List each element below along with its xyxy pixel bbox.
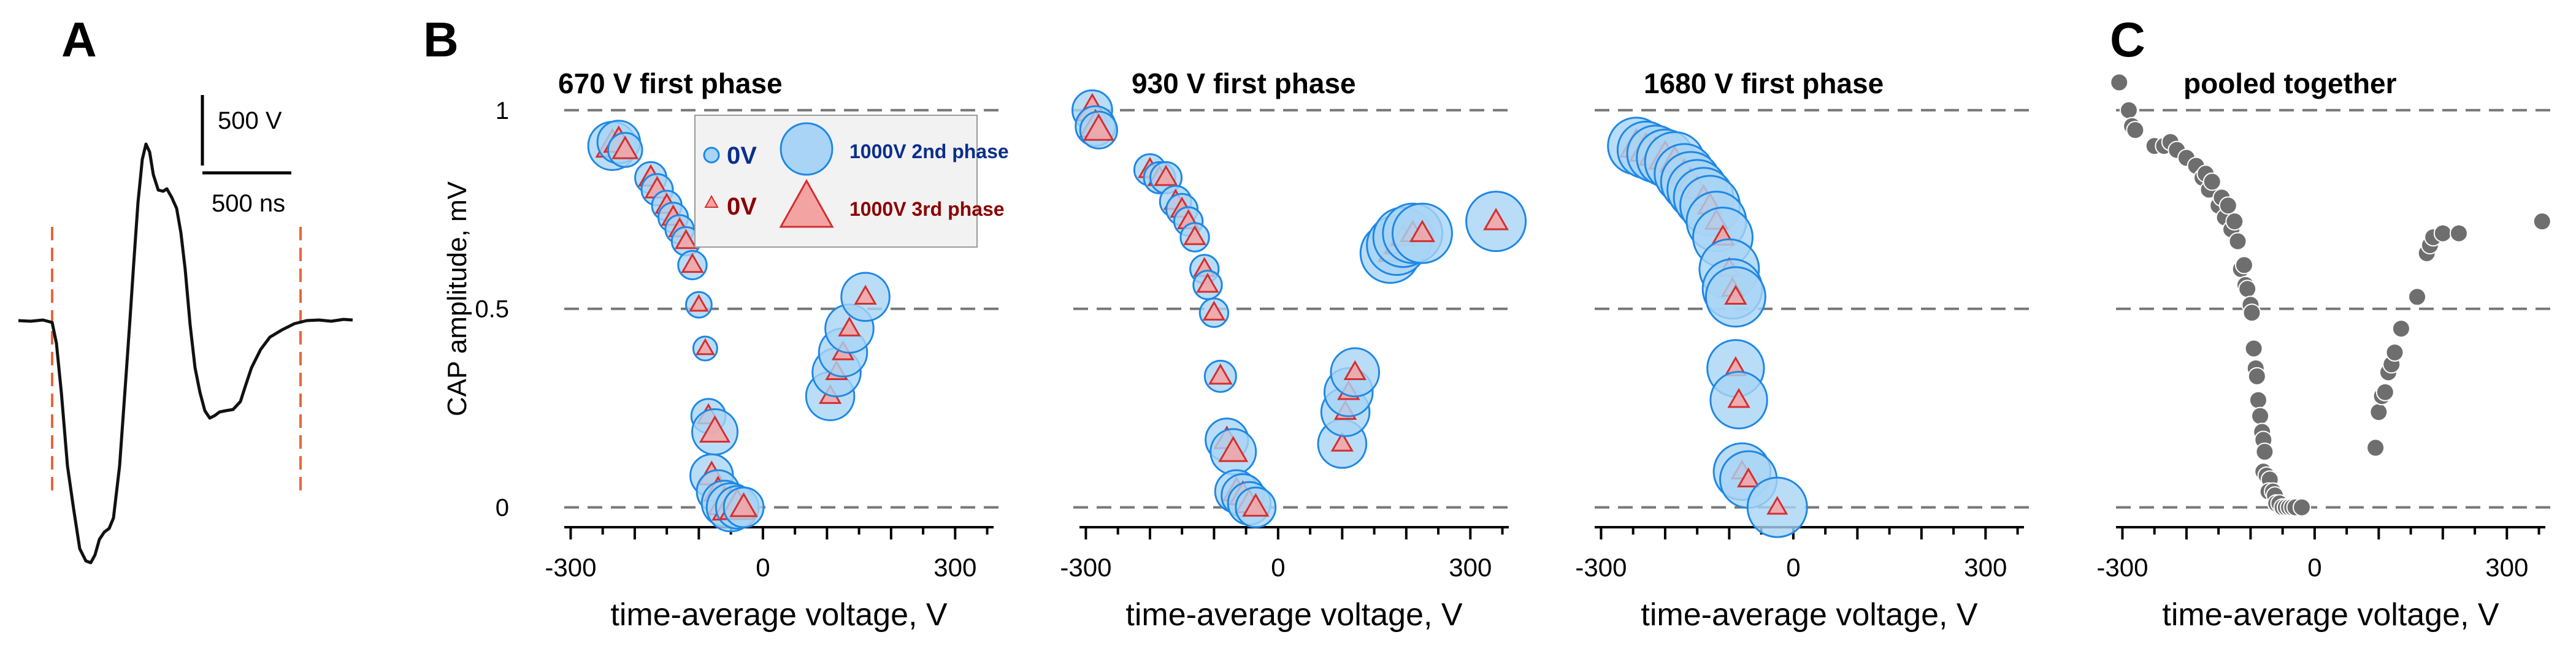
- x-tick-label: 0: [1271, 553, 1285, 582]
- data-point: [2218, 196, 2237, 215]
- data-point: [2238, 280, 2257, 299]
- chart-title: 670 V first phase: [558, 67, 783, 99]
- data-point-triangle: [1724, 284, 1747, 305]
- data-point: [2375, 383, 2394, 402]
- data-point-triangle: [1766, 495, 1788, 515]
- data-point: [2228, 232, 2247, 251]
- data-point-triangle: [838, 316, 861, 337]
- data-point-triangle: [1737, 467, 1760, 487]
- panel-label-b: B: [423, 12, 459, 67]
- legend-label-0v-circle: 0V: [727, 142, 757, 169]
- x-tick-label: -300: [2096, 553, 2148, 582]
- scale-label-time: 500 ns: [212, 190, 285, 217]
- y-tick-label: 0.5: [475, 296, 509, 323]
- data-point: [2248, 390, 2267, 409]
- data-point: [2110, 73, 2129, 92]
- panel-label-a: A: [61, 12, 97, 67]
- x-tick-label: 300: [2485, 553, 2528, 582]
- data-point-triangle: [695, 338, 715, 356]
- x-axis-label: time-average voltage, V: [1125, 597, 1462, 633]
- data-point-triangle: [1483, 207, 1509, 230]
- data-point: [2247, 367, 2266, 386]
- panel-a: 500 V 500 ns: [18, 95, 353, 565]
- data-point: [2369, 403, 2388, 422]
- x-tick-label: -300: [545, 553, 596, 582]
- chart-panel-1: 670 V first phase 0 0.5 1 CAP amplitude, mV -…: [442, 67, 1000, 633]
- data-point: [2119, 101, 2138, 120]
- x-tick-label: -300: [1575, 553, 1627, 582]
- data-point: [2126, 121, 2145, 140]
- data-point: [2255, 442, 2274, 461]
- x-tick-label: 0: [2307, 553, 2321, 582]
- data-point-triangle: [1196, 273, 1219, 293]
- legend-marker-circle-small: [703, 147, 720, 164]
- data-point-triangle: [699, 415, 731, 443]
- data-point: [2225, 212, 2244, 231]
- x-tick-label: -300: [1060, 553, 1111, 582]
- data-point-triangle: [689, 294, 709, 312]
- y-tick-label: 1: [496, 97, 509, 124]
- data-point-triangle: [1183, 225, 1206, 245]
- data-point: [2532, 212, 2551, 231]
- data-point: [2391, 319, 2410, 338]
- legend-marker-triangle-small: [704, 194, 719, 208]
- panel-label-c: C: [2110, 12, 2145, 67]
- y-axis-label: CAP amplitude, mV: [442, 181, 472, 416]
- data-point: [2433, 224, 2452, 243]
- data-point: [2366, 438, 2385, 457]
- data-point-triangle: [1218, 436, 1249, 462]
- x-tick-label: 0: [756, 553, 770, 582]
- legend-label-0v-triangle: 0V: [727, 193, 757, 220]
- data-point-triangle: [729, 492, 758, 517]
- y-tick-label: 0: [496, 495, 509, 522]
- data-point-triangle: [1727, 387, 1750, 408]
- x-axis-label: time-average voltage, V: [1641, 597, 1977, 633]
- data-point: [2385, 343, 2404, 362]
- data-point-triangle: [1202, 300, 1226, 321]
- x-tick-label: 0: [1786, 553, 1800, 582]
- data-point-triangle: [1208, 363, 1233, 385]
- x-axis-label: time-average voltage, V: [610, 597, 947, 633]
- cap-waveform-trace: [18, 142, 353, 565]
- scale-label-voltage: 500 V: [218, 107, 282, 134]
- legend-marker-triangle-large: [779, 178, 834, 228]
- x-tick-label: 300: [1449, 553, 1492, 582]
- chart-title: 930 V first phase: [1132, 67, 1356, 99]
- data-point: [2234, 256, 2253, 275]
- legend: 0V 1000V 2nd phase 0V 1000V 3rd phase: [694, 115, 1009, 248]
- data-point-triangle: [611, 135, 639, 159]
- data-point-triangle: [1242, 493, 1270, 517]
- x-tick-label: 300: [1964, 553, 2007, 582]
- data-point: [2449, 224, 2468, 243]
- charts: 670 V first phase 0 0.5 1 CAP amplitude, mV -…: [442, 67, 2551, 633]
- legend-marker-circle-large: [780, 122, 834, 176]
- chart-panel-4: pooled together -300 0 300 time-average volt…: [2096, 67, 2551, 633]
- legend-label-3rd-phase: 1000V 3rd phase: [849, 198, 1005, 220]
- chart-panel-3: 1680 V first phase -300 0 300 time-average v…: [1575, 67, 2030, 633]
- legend-label-2nd-phase: 1000V 2nd phase: [849, 140, 1009, 162]
- chart-title: 1680 V first phase: [1644, 67, 1884, 99]
- x-tick-label: 300: [933, 553, 976, 582]
- data-point: [2202, 172, 2221, 191]
- data-point-triangle: [1083, 113, 1114, 141]
- data-point-triangle: [1409, 219, 1435, 242]
- chart-panel-2: 930 V first phase -300 0 300 time-average vo…: [1060, 67, 1527, 633]
- data-point-triangle: [1154, 164, 1178, 186]
- data-point: [2408, 288, 2427, 307]
- data-point: [2244, 339, 2263, 358]
- data-point-triangle: [681, 253, 704, 273]
- data-point-triangle: [1330, 432, 1354, 452]
- data-point: [2242, 303, 2261, 322]
- data-point: [2251, 406, 2270, 425]
- data-point: [2292, 498, 2311, 517]
- data-point-triangle: [1343, 360, 1367, 381]
- data-point-triangle: [674, 229, 698, 250]
- chart-title: pooled together: [2183, 67, 2397, 99]
- legend-box: [694, 115, 978, 248]
- x-axis-label: time-average voltage, V: [2162, 597, 2499, 633]
- data-point-triangle: [854, 284, 877, 305]
